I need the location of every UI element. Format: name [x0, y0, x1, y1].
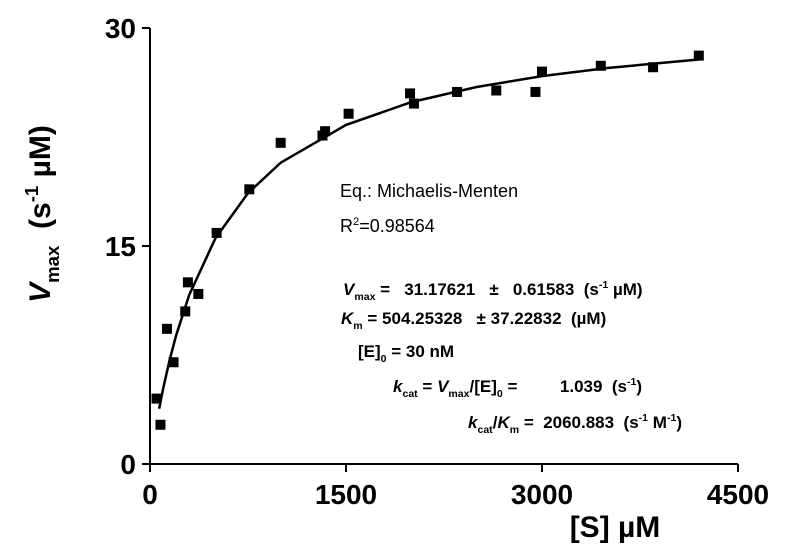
text-part: = 504.25328 ± 37.22832 (µM) [363, 309, 607, 328]
data-point [595, 60, 606, 71]
annotation: R2=0.98564 [340, 216, 435, 236]
text-part: cat [402, 388, 418, 400]
data-point [320, 126, 331, 137]
text-part: m [353, 320, 362, 332]
text-part: =0.98564 [359, 216, 435, 236]
text-part: = [418, 377, 437, 396]
text-part: K [497, 413, 511, 432]
text-part: V [343, 280, 356, 299]
annotation: Eq.: Michaelis-Menten [340, 181, 518, 201]
annotation: kcat = Vmax/[E]0 = 1.039 (s-1) [393, 376, 642, 400]
text-part: m [510, 424, 519, 436]
text-part: k [468, 413, 479, 432]
y-axis-title: Vmax (s-1 µM) [21, 125, 63, 303]
data-point [530, 86, 541, 97]
data-point [180, 306, 191, 317]
text-part: [S] µM [570, 511, 661, 544]
text-part: -1 [599, 279, 609, 291]
data-point [693, 50, 704, 61]
data-point [151, 393, 162, 404]
text-part: M [648, 413, 667, 432]
data-point [491, 85, 502, 96]
text-part: K [341, 309, 355, 328]
x-tick-label: 1500 [315, 479, 377, 510]
x-tick-label: 3000 [511, 479, 573, 510]
text-part: -1 [639, 412, 649, 424]
data-point [168, 357, 179, 368]
annotation: Vmax = 31.17621 ± 0.61583 (s-1 µM) [343, 279, 643, 303]
data-point [161, 323, 172, 334]
x-tick-label: 0 [142, 479, 158, 510]
text-part: -1 [21, 186, 42, 203]
annotation: [E]0 = 30 nM [358, 342, 454, 365]
text-part: cat [477, 424, 493, 436]
text-part: V [437, 377, 450, 396]
text-part: max [448, 388, 469, 400]
text-part: Eq.: Michaelis-Menten [340, 181, 518, 201]
text-part: ) [636, 377, 642, 396]
text-part: max [42, 245, 63, 283]
text-part: [E] [358, 342, 381, 361]
data-point [155, 419, 166, 430]
y-tick-label: 0 [120, 449, 136, 480]
text-part: 0 [497, 388, 503, 400]
text-part: 0 [381, 353, 387, 365]
y-tick-label: 15 [105, 231, 136, 262]
text-part: R [340, 216, 353, 236]
data-point [452, 86, 463, 97]
data-point [244, 184, 255, 195]
annotation: Km = 504.25328 ± 37.22832 (µM) [341, 309, 606, 332]
text-part: µM) [24, 125, 57, 186]
text-part: µM) [608, 280, 642, 299]
y-tick-label: 30 [105, 13, 136, 44]
text-part: / [493, 413, 498, 432]
text-part: k [393, 377, 404, 396]
data-point [648, 62, 659, 73]
x-tick-label: 4500 [707, 479, 769, 510]
data-point [193, 288, 204, 299]
data-point [408, 98, 419, 109]
data-point [343, 108, 354, 119]
fit-curve [157, 58, 699, 410]
text-part: -1 [627, 376, 637, 388]
text-part: = 30 nM [387, 342, 455, 361]
text-part: = 2060.883 (s [519, 413, 639, 432]
data-point [275, 137, 286, 148]
text-part: = 31.17621 ± 0.61583 (s [375, 280, 598, 299]
text-part: max [354, 291, 375, 303]
x-axis-title: [S] µM [570, 511, 661, 544]
text-part: 2 [353, 216, 359, 228]
data-point [182, 277, 193, 288]
text-part: ) [676, 413, 682, 432]
data-point [405, 88, 416, 99]
text-part: = 1.039 (s [503, 377, 627, 396]
data-point [211, 227, 222, 238]
data-point [537, 66, 547, 77]
text-part: (s [24, 202, 57, 245]
text-part: V [24, 280, 57, 303]
text-part: -1 [667, 412, 677, 424]
annotation: kcat/Km = 2060.883 (s-1 M-1) [468, 412, 682, 436]
text-part: /[E] [470, 377, 497, 396]
